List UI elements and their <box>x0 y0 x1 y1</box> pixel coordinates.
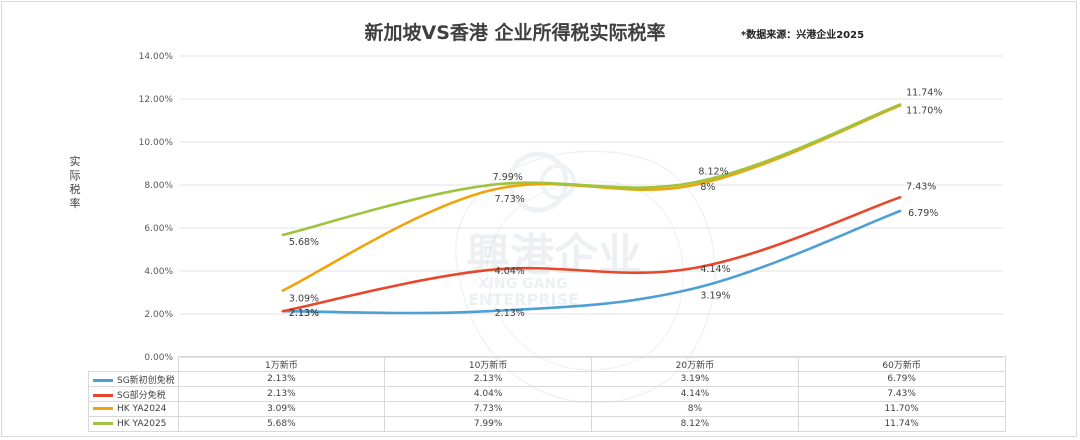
table-cell: 2.13% <box>177 386 386 402</box>
data-labels: 2.13% 2.13%3.19%6.79%2.13%4.04% 4.14%7.43%… <box>289 88 942 320</box>
table-row: SG部分免税 2.13% 4.04% 4.14% 7.43% <box>88 386 1006 402</box>
table-row: HK YA2024 3.09% 7.73% 8% 11.70% <box>88 401 1006 417</box>
data-label: 3.09% <box>289 294 319 305</box>
series-lines <box>281 103 902 315</box>
series-line <box>281 209 902 315</box>
chart-title: 新加坡VS香港 企业所得税实际税率 <box>364 22 666 44</box>
data-label: 3.19% <box>700 290 730 301</box>
table-series-name: HK YA2025 <box>88 416 179 432</box>
series-name-label: HK YA2025 <box>117 419 167 429</box>
table-series-name: HK YA2024 <box>88 401 179 417</box>
table-cell: 11.74% <box>797 416 1006 432</box>
table-cell: 11.70% <box>797 401 1006 417</box>
data-label: 8% <box>700 182 715 193</box>
table-cell: 3.09% <box>177 401 386 417</box>
data-label: 7.73% <box>495 194 525 205</box>
y-tick-label: 4.00% <box>144 267 173 277</box>
data-label: 2.13% <box>289 308 319 319</box>
table-series-name: SG新初创免税 <box>88 371 179 387</box>
series-line <box>281 104 902 292</box>
y-tick-label: 2.00% <box>144 310 173 320</box>
table-cell: 2.13% <box>384 371 592 387</box>
table-cell: 7.73% <box>384 401 592 417</box>
series-name-label: HK YA2024 <box>117 404 167 414</box>
y-tick-label: 12.00% <box>139 95 174 105</box>
table-corner <box>88 356 179 372</box>
data-label: 2.13% <box>289 308 319 319</box>
legend-key <box>93 407 113 410</box>
data-table: 1万新币 10万新币 20万新币 60万新币 SG新初创免税 2.13% 2.13% 3.1… <box>88 356 1006 432</box>
legend-key <box>93 422 113 425</box>
data-label: 5.68% <box>289 237 319 248</box>
y-tick-label: 14.00% <box>139 52 174 62</box>
series-name-label: SG新初创免税 <box>117 375 175 386</box>
table-series-name: SG部分免税 <box>88 386 179 402</box>
data-label: 7.43% <box>906 181 936 192</box>
y-tick-label: 10.00% <box>139 138 174 148</box>
table-cell: 7.99% <box>384 416 592 432</box>
table-row: SG新初创免税 2.13% 2.13% 3.19% 6.79% <box>88 371 1006 387</box>
table-cell: 5.68% <box>177 416 386 432</box>
table-category-header: 20万新币 <box>591 356 799 372</box>
table-cell: 7.43% <box>797 386 1006 402</box>
source-note: *数据来源：兴港企业2025 <box>741 30 865 41</box>
table-row: HK YA2025 5.68% 7.99% 8.12% 11.74% <box>88 416 1006 432</box>
table-cell: 4.14% <box>591 386 799 402</box>
series-line <box>281 196 902 313</box>
data-label: 11.70% <box>906 105 942 116</box>
y-tick-label: 8.00% <box>144 181 173 191</box>
data-label: 8.12% <box>698 166 728 177</box>
table-category-header: 1万新币 <box>177 356 386 372</box>
table-category-header: 10万新币 <box>384 356 592 372</box>
series-name-label: SG部分免税 <box>117 390 166 401</box>
series-line <box>281 103 902 237</box>
data-label: 6.79% <box>908 208 938 219</box>
y-axis-label: 实际税率 <box>69 155 81 210</box>
table-cell: 2.13% <box>177 371 386 387</box>
table-cell: 3.19% <box>591 371 799 387</box>
legend-key <box>93 378 113 382</box>
y-tick-label: 6.00% <box>144 224 173 234</box>
data-label: 7.99% <box>493 172 523 183</box>
table-cell: 4.04% <box>384 386 592 402</box>
y-tick-labels: 0.00%2.00%4.00%6.00%8.00%10.00%12.00%14.… <box>139 52 174 363</box>
data-label: 4.14% <box>700 264 730 275</box>
data-label: 2.13% <box>495 308 525 319</box>
data-label: 11.74% <box>906 88 942 99</box>
data-label: 4.04% <box>495 266 525 277</box>
table-cell: 8% <box>591 401 799 417</box>
table-header-row: 1万新币 10万新币 20万新币 60万新币 <box>88 356 1006 372</box>
table-category-header: 60万新币 <box>797 356 1006 372</box>
legend-key <box>93 393 113 397</box>
table-cell: 6.79% <box>797 371 1006 387</box>
table-cell: 8.12% <box>591 416 799 432</box>
